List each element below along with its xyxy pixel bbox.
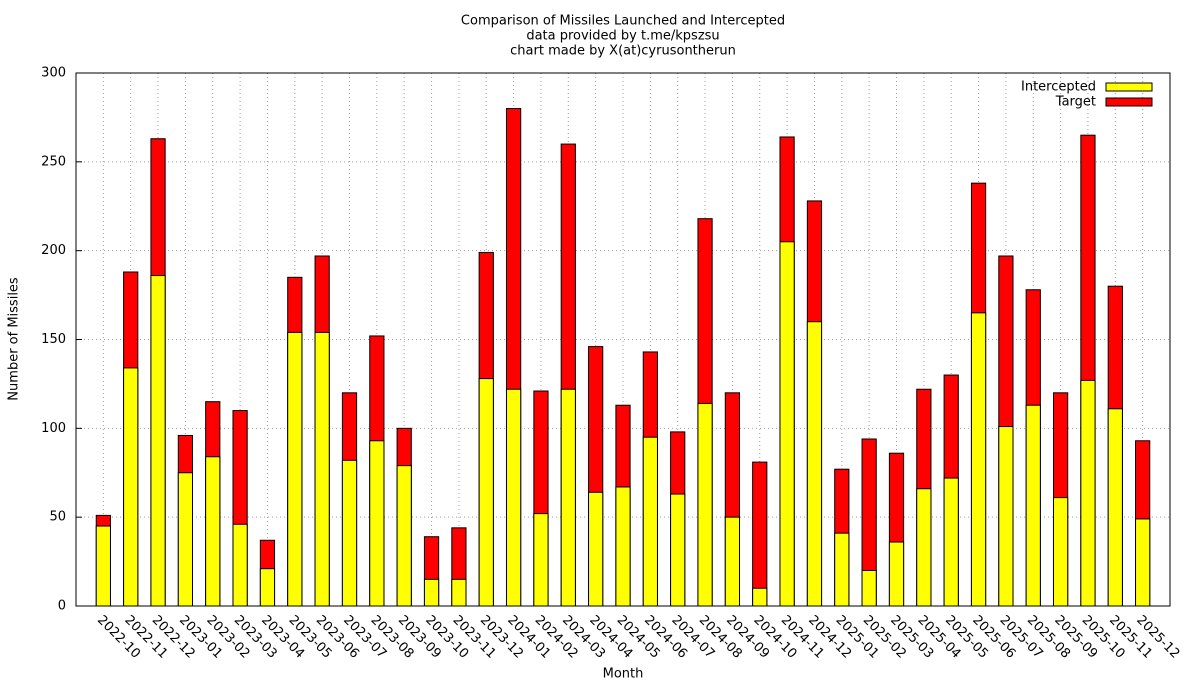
bar [232,523,248,607]
y-tick-label: 0 [58,599,66,614]
bar [779,241,795,607]
y-tick-label: 50 [49,510,66,525]
bar [205,456,221,607]
legend-label: Target [1055,95,1096,110]
bar [752,461,768,607]
y-tick-label: 300 [41,66,66,81]
bar [150,275,166,607]
bar [697,402,713,607]
bar [998,426,1014,607]
bar [642,436,658,607]
chart-title: Comparison of Missiles Launched and Inte… [461,14,785,29]
bar [724,516,741,607]
legend-swatch [1105,82,1153,92]
bar [287,331,303,607]
plot-frame [75,72,1171,607]
y-tick-label: 250 [41,154,66,169]
y-tick-label: 100 [41,421,66,436]
legend-label: Intercepted [1021,80,1096,95]
legend-swatch [1105,97,1153,107]
bar [259,568,276,607]
bar [916,488,932,607]
bar [1052,497,1069,607]
bar [177,472,194,607]
bar [943,477,959,607]
bar [451,578,467,607]
bar [314,331,330,607]
bar [806,321,823,607]
bar [861,569,877,607]
bar [478,378,494,607]
bar [888,541,905,607]
chart-subtitle: data provided by t.me/kpszsu [526,29,719,44]
bar [423,578,440,607]
bar [752,587,768,607]
bar [123,367,139,607]
bar [1080,379,1096,607]
bar [615,486,631,607]
bar [560,388,576,607]
bar [533,513,549,607]
y-axis-label: Number of Missiles [7,277,22,401]
bar [396,465,412,607]
bar [505,388,522,607]
y-tick-label: 200 [41,243,66,258]
bar [1135,518,1151,607]
x-axis-label: Month [603,667,644,682]
bar [670,493,686,607]
bar [1025,404,1041,607]
bar [970,312,987,607]
bar [588,491,604,607]
bar [834,532,850,607]
y-tick-label: 150 [41,332,66,347]
chart-subtitle: chart made by X(at)cyrusontherun [510,44,736,59]
bar [369,440,385,607]
bar [341,459,358,607]
bar [95,525,111,607]
bar [1107,408,1123,607]
